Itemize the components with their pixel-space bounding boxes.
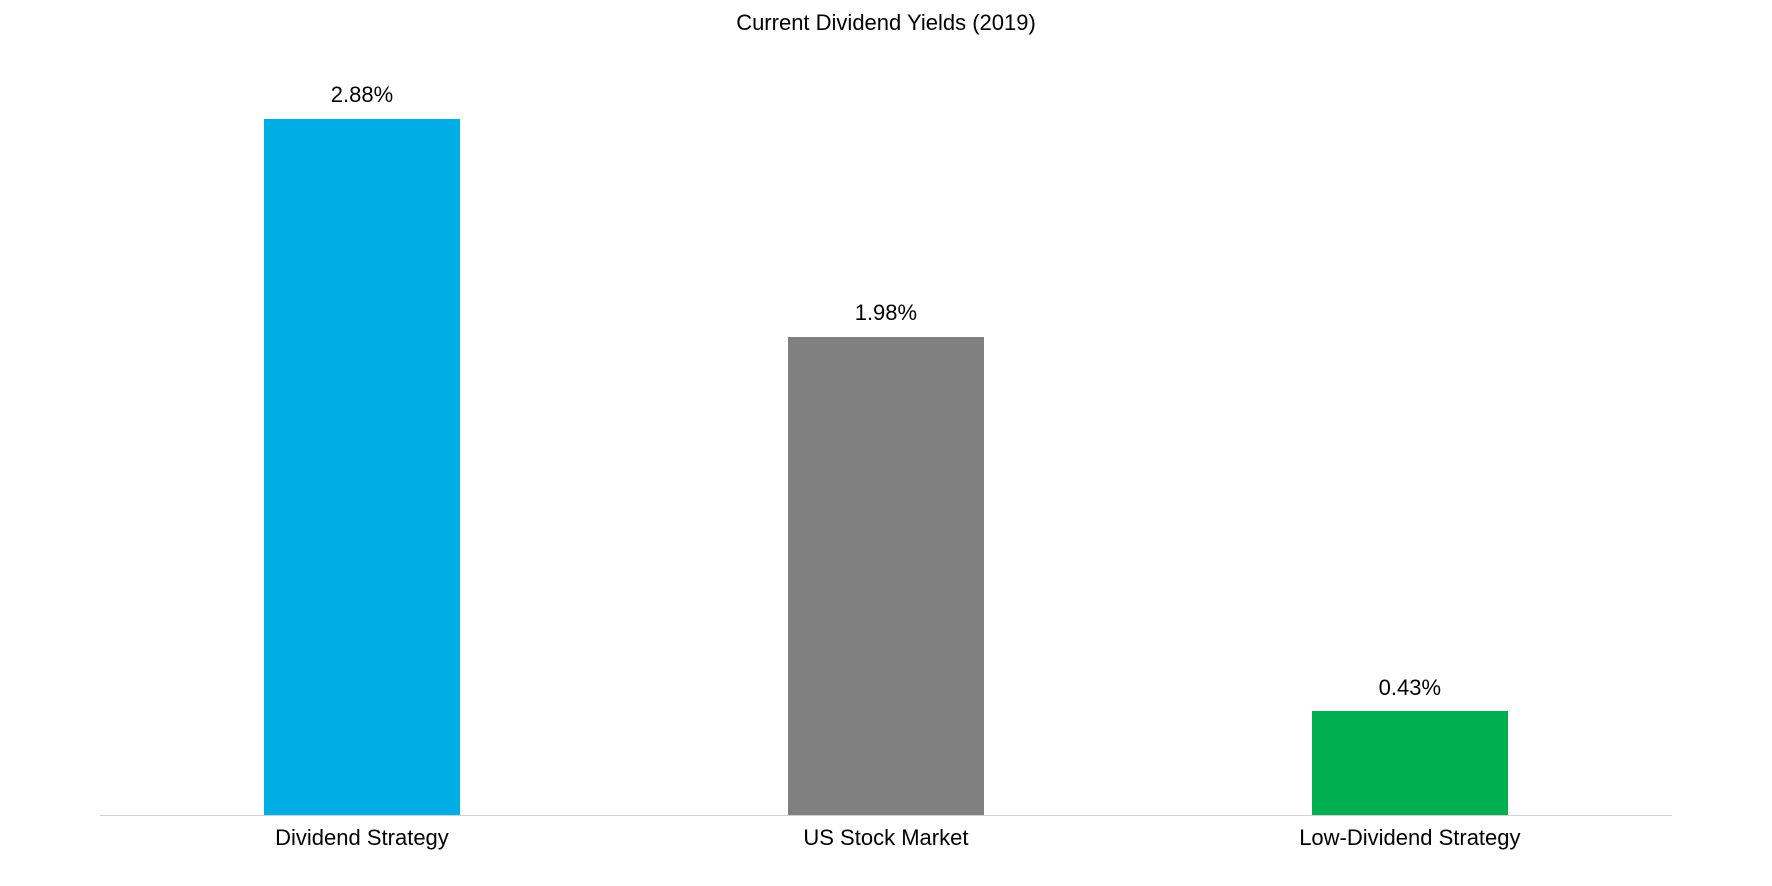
x-axis-label-1: US Stock Market [803,825,968,851]
bar-group-2: 0.43% Low-Dividend Strategy [1148,90,1672,815]
bar-1 [788,337,984,816]
bar-value-label-1: 1.98% [855,300,917,326]
bar-value-label-0: 2.88% [331,82,393,108]
x-axis-label-0: Dividend Strategy [275,825,449,851]
plot-area: 2.88% Dividend Strategy 1.98% US Stock M… [100,90,1672,816]
chart-container: Current Dividend Yields (2019) 2.88% Div… [0,0,1772,886]
bar-0 [264,119,460,815]
x-axis-label-2: Low-Dividend Strategy [1299,825,1520,851]
bar-value-label-2: 0.43% [1379,675,1441,701]
chart-title: Current Dividend Yields (2019) [0,10,1772,36]
bar-2 [1312,711,1508,815]
bar-group-0: 2.88% Dividend Strategy [100,90,624,815]
bar-group-1: 1.98% US Stock Market [624,90,1148,815]
